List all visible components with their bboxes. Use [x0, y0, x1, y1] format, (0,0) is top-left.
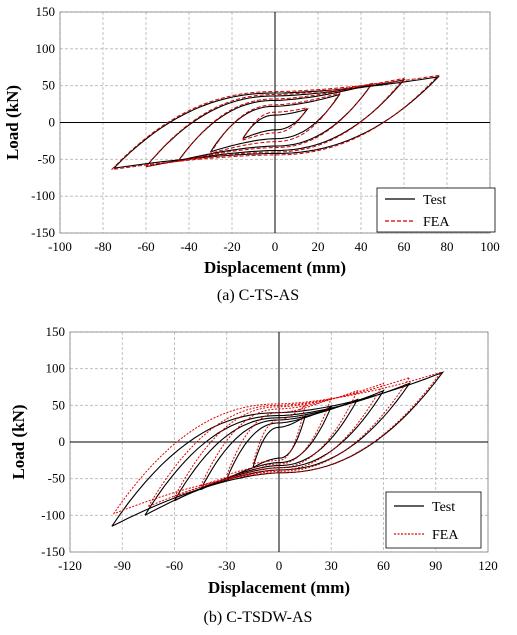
hysteresis-loop — [147, 376, 411, 507]
y-tick-label: -50 — [48, 471, 65, 486]
y-tick-label: 0 — [49, 115, 56, 130]
y-tick-label: -100 — [31, 188, 55, 203]
x-tick-label: 80 — [441, 239, 454, 254]
hysteresis-loop — [111, 371, 445, 527]
y-tick-label: -50 — [38, 151, 55, 166]
x-tick-label: 100 — [480, 239, 500, 254]
hysteresis-loop — [145, 78, 406, 168]
y-tick-label: 150 — [36, 4, 56, 19]
x-tick-label: 90 — [429, 558, 442, 573]
x-axis-title: Displacement (mm) — [204, 258, 346, 277]
legend-label: Test — [432, 500, 455, 515]
x-tick-label: -80 — [94, 239, 111, 254]
hysteresis-loop — [242, 107, 309, 141]
x-tick-label: -120 — [58, 558, 82, 573]
hysteresis-loop — [111, 74, 440, 171]
hysteresis-loop — [145, 77, 406, 168]
series-fea — [113, 371, 443, 515]
chart-b: -120 -90 -60 -30 0 30 60 90 120 150 100 50 0 -50 -100 -… — [9, 324, 498, 626]
hysteresis-loop — [174, 382, 385, 498]
x-axis-title: Displacement (mm) — [208, 578, 350, 597]
y-tick-label: -150 — [41, 544, 65, 559]
legend-label: FEA — [423, 215, 450, 230]
x-tick-label: -30 — [218, 558, 235, 573]
x-tick-label: 60 — [398, 239, 411, 254]
hysteresis-loop — [144, 382, 412, 516]
hysteresis-loop — [226, 397, 333, 476]
legend-label: FEA — [432, 528, 459, 543]
y-tick-label: 0 — [59, 434, 66, 449]
y-tick-label: 50 — [52, 397, 65, 412]
x-tick-label: -100 — [48, 239, 72, 254]
series-fea — [111, 74, 440, 171]
hysteresis-loop — [242, 108, 309, 140]
x-tick-label: -20 — [223, 239, 240, 254]
chart-a: -100 -80 -60 -40 -20 0 20 40 60 80 100 150 100 50 0 -50… — [3, 4, 500, 304]
x-tick-label: 20 — [312, 239, 325, 254]
hysteresis-loop — [226, 405, 333, 480]
x-tick-label: -60 — [166, 558, 183, 573]
hysteresis-loop — [252, 403, 306, 465]
x-tick-label: 30 — [325, 558, 338, 573]
x-tick-label: 60 — [377, 558, 390, 573]
hysteresis-loop — [177, 82, 373, 162]
hysteresis-loop — [174, 389, 385, 502]
y-tick-label: 100 — [36, 41, 56, 56]
legend: Test FEA — [376, 187, 496, 233]
x-tick-label: 0 — [272, 239, 279, 254]
hysteresis-loop — [200, 398, 359, 491]
y-tick-label: -100 — [41, 507, 65, 522]
hysteresis-loop — [210, 92, 341, 154]
legend-box — [376, 187, 496, 233]
hysteresis-loop — [200, 389, 359, 487]
x-tick-label: 120 — [478, 558, 498, 573]
x-tick-label: -60 — [137, 239, 154, 254]
y-axis-title: Load (kN) — [9, 404, 28, 479]
hysteresis-loop — [113, 75, 440, 169]
x-tick-label: -90 — [114, 558, 131, 573]
hysteresis-loop — [210, 93, 341, 153]
y-tick-label: 150 — [46, 324, 66, 339]
y-tick-label: 100 — [46, 361, 66, 376]
chart-caption: (b) C-TSDW-AS — [204, 609, 313, 626]
legend: Test FEA — [385, 491, 482, 549]
x-tick-label: -40 — [180, 239, 197, 254]
y-tick-label: -150 — [31, 225, 55, 240]
chart-caption: (a) C-TS-AS — [217, 287, 299, 304]
x-tick-label: 40 — [355, 239, 368, 254]
x-tick-label: 0 — [276, 558, 283, 573]
legend-box — [385, 491, 482, 549]
y-axis-title: Load (kN) — [3, 85, 22, 160]
legend-label: Test — [423, 193, 446, 208]
y-tick-label: 50 — [42, 78, 55, 93]
series-test — [111, 371, 445, 527]
